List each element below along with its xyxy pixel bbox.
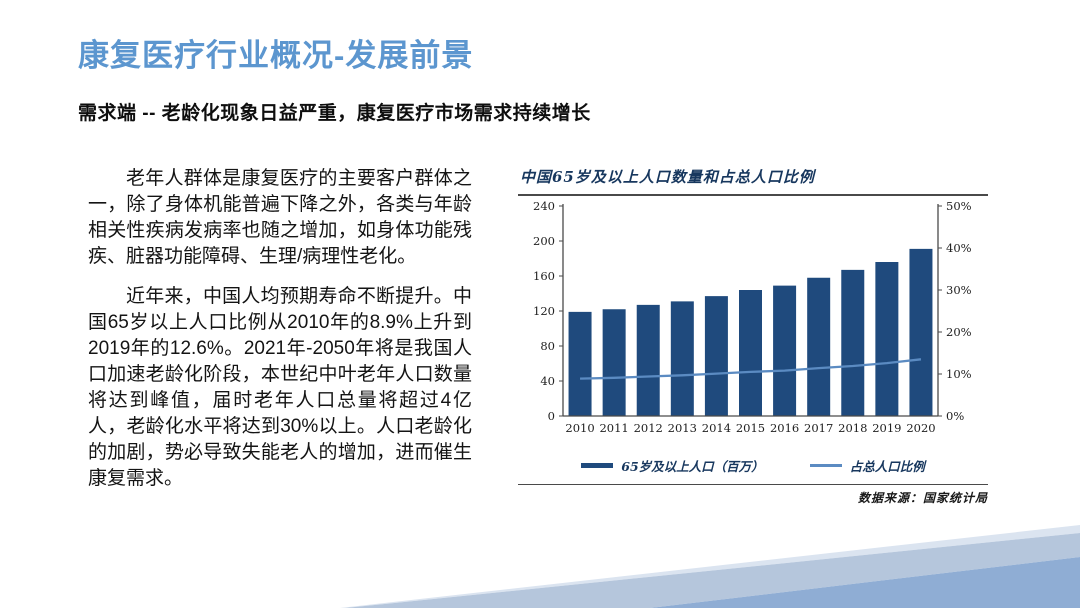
svg-text:2020: 2020 (906, 421, 935, 435)
bar-line-chart: 0 40 80 120 160 200 240 0% 10% 20% 30% 40% 50% 2010 20… (533, 199, 972, 435)
slide-subtitle: 需求端 -- 老龄化现象日益严重，康复医疗市场需求持续增长 (78, 103, 591, 124)
data-source-note: 数据来源：国家统计局 (857, 491, 988, 505)
chart-legend: 65岁及以上人口（百万） 占总人口比例 (518, 454, 988, 476)
svg-text:80: 80 (540, 339, 555, 353)
svg-text:0: 0 (548, 409, 555, 423)
svg-text:2014: 2014 (702, 421, 731, 435)
bar-series-swatch-icon (581, 462, 614, 468)
svg-text:240: 240 (533, 199, 555, 213)
page-title: 康复医疗行业概况-发展前景 (78, 38, 474, 73)
svg-text:2016: 2016 (770, 421, 799, 435)
svg-text:2017: 2017 (804, 421, 833, 435)
svg-text:40%: 40% (946, 241, 972, 255)
svg-text:2012: 2012 (634, 421, 663, 435)
body-text-column: 老年人群体是康复医疗的主要客户群体之一，除了身体机能普遍下降之外，各类与年龄相关… (88, 166, 472, 506)
legend-label-population: 65岁及以上人口（百万） (621, 458, 764, 474)
svg-text:40: 40 (540, 374, 555, 388)
svg-text:0%: 0% (946, 409, 964, 423)
line-series-swatch-icon (809, 463, 842, 467)
population-chart-figure: 中国65岁及以上人口数量和占总人口比例 0 40 80 120 160 200 240 0% 1… (518, 166, 988, 506)
svg-text:10%: 10% (946, 367, 972, 381)
svg-text:2011: 2011 (599, 421, 628, 435)
svg-text:200: 200 (533, 234, 555, 248)
legend-item-population: 65岁及以上人口（百万） (581, 456, 764, 475)
svg-text:120: 120 (533, 304, 555, 318)
svg-text:160: 160 (533, 269, 555, 283)
svg-text:30%: 30% (946, 283, 972, 297)
bottom-corner-decoration (340, 525, 1080, 608)
svg-text:50%: 50% (946, 199, 972, 213)
svg-text:2010: 2010 (565, 421, 594, 435)
chart-bottom-rule (518, 484, 988, 485)
svg-text:2015: 2015 (736, 421, 765, 435)
paragraph-elderly-customers: 老年人群体是康复医疗的主要客户群体之一，除了身体机能普遍下降之外，各类与年龄相关… (88, 168, 472, 267)
svg-text:2019: 2019 (872, 421, 901, 435)
paragraph-aging-trend: 近年来，中国人均预期寿命不断提升。中国65岁以上人口比例从2010年的8.9%上… (88, 286, 472, 489)
chart-title: 中国65岁及以上人口数量和占总人口比例 (520, 168, 815, 186)
legend-label-ratio: 占总人口比例 (849, 458, 925, 474)
svg-text:20%: 20% (946, 325, 972, 339)
legend-item-ratio: 占总人口比例 (809, 456, 925, 475)
svg-text:2013: 2013 (668, 421, 697, 435)
chart-title-rule (518, 194, 988, 196)
svg-text:2018: 2018 (838, 421, 867, 435)
